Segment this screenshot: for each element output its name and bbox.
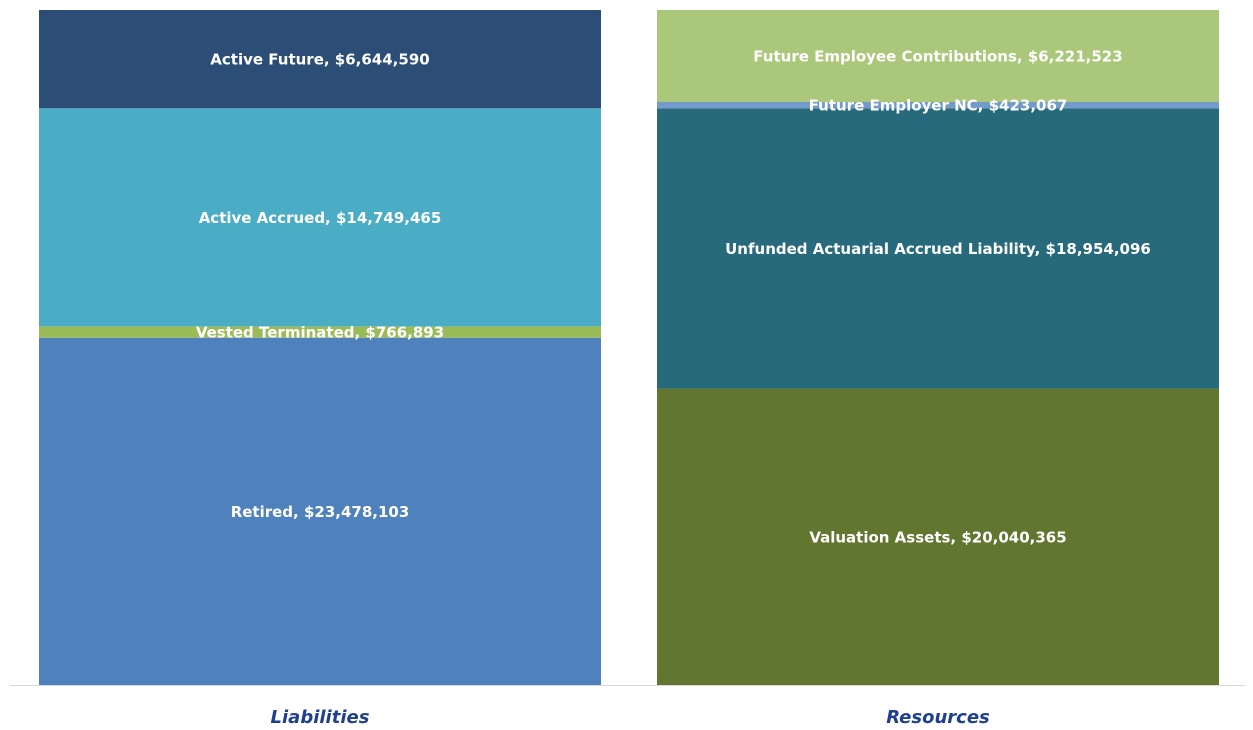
category-label: Liabilities bbox=[271, 707, 370, 728]
bar-segment bbox=[657, 108, 1219, 389]
bar-segment bbox=[39, 108, 601, 327]
bar-segment bbox=[657, 10, 1219, 103]
data-label: Future Employee Contributions, $6,221,52… bbox=[753, 48, 1122, 66]
data-label: Active Future, $6,644,590 bbox=[210, 51, 429, 69]
bar-segment bbox=[657, 388, 1219, 685]
data-label: Vested Terminated, $766,893 bbox=[196, 324, 444, 342]
data-label: Active Accrued, $14,749,465 bbox=[199, 209, 442, 227]
bar-segment bbox=[657, 102, 1219, 109]
category-label: Resources bbox=[886, 707, 990, 728]
data-label: Unfunded Actuarial Accrued Liability, $1… bbox=[725, 240, 1151, 258]
data-label: Retired, $23,478,103 bbox=[231, 503, 410, 521]
bar-segment bbox=[39, 337, 601, 685]
bar-segment bbox=[39, 10, 601, 109]
data-label: Valuation Assets, $20,040,365 bbox=[809, 528, 1066, 546]
bar-segment bbox=[39, 326, 601, 338]
data-label: Future Employer NC, $423,067 bbox=[809, 97, 1068, 115]
